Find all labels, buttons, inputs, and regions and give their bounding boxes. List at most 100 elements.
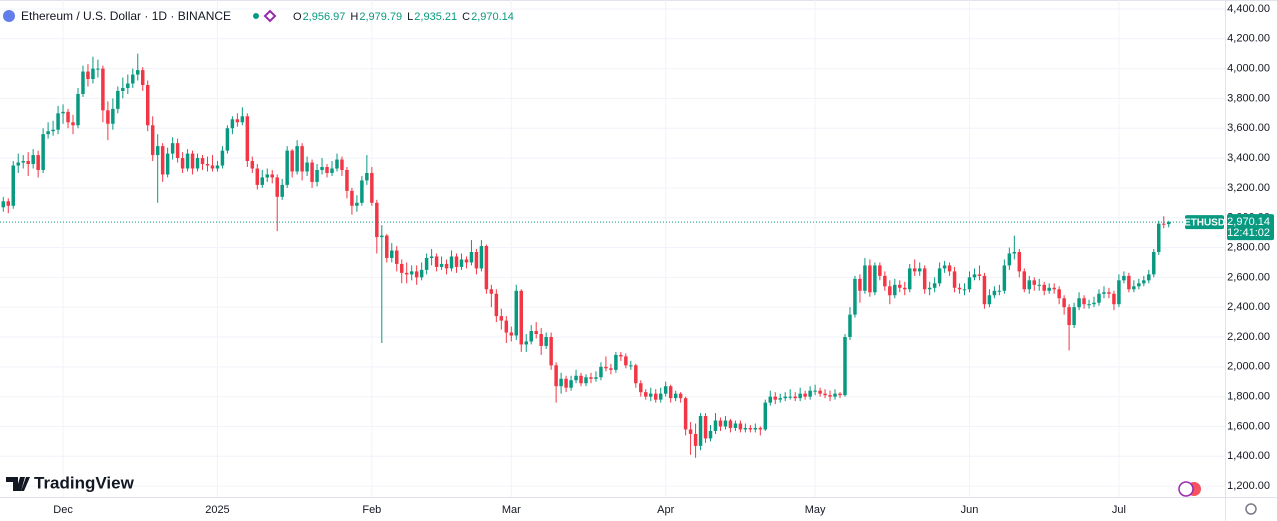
candle-body bbox=[145, 84, 150, 126]
candle-body bbox=[86, 71, 90, 80]
candle-body bbox=[698, 416, 703, 446]
candle-body bbox=[1037, 284, 1041, 286]
candle-body bbox=[549, 336, 553, 366]
candle-body bbox=[1166, 222, 1171, 225]
candle-body bbox=[240, 116, 245, 123]
candle-body bbox=[803, 393, 807, 397]
symbol-tag-box bbox=[1185, 215, 1224, 230]
candle-body bbox=[883, 275, 887, 287]
candle-body bbox=[997, 290, 1002, 292]
candle-body bbox=[494, 293, 499, 317]
candle-body bbox=[1012, 252, 1017, 254]
legend-value: 2,970.14 bbox=[471, 11, 514, 23]
candle-body bbox=[614, 354, 618, 370]
candle-body bbox=[793, 396, 797, 399]
candle-body bbox=[509, 332, 514, 336]
candle-body bbox=[653, 393, 658, 400]
candle-body bbox=[748, 427, 753, 430]
y-tick-label: 2,400.00 bbox=[1227, 301, 1270, 313]
candle-body bbox=[165, 153, 170, 175]
candle-body bbox=[1152, 252, 1156, 275]
candle-body bbox=[668, 386, 673, 399]
candle-body bbox=[66, 111, 70, 123]
candle-body bbox=[375, 202, 379, 238]
candle-body bbox=[280, 184, 284, 197]
candle-body bbox=[514, 290, 519, 336]
candle-body bbox=[170, 143, 175, 154]
candle-body bbox=[703, 416, 708, 439]
candle-body bbox=[868, 265, 872, 293]
candle-body bbox=[121, 87, 125, 91]
candle-body bbox=[763, 402, 768, 430]
candle-body bbox=[36, 155, 40, 170]
candle-body bbox=[898, 284, 902, 288]
candle-body bbox=[1062, 298, 1066, 308]
candle-body bbox=[325, 167, 329, 173]
y-tick-label: 2,800.00 bbox=[1227, 241, 1270, 253]
candle-body bbox=[459, 259, 464, 267]
candle-body bbox=[1, 201, 6, 208]
candle-body bbox=[126, 83, 130, 88]
candle-body bbox=[982, 275, 987, 305]
watermark: TradingView bbox=[6, 473, 135, 492]
legend-key: C bbox=[462, 11, 470, 23]
candle-body bbox=[738, 423, 743, 430]
candle-body bbox=[225, 128, 230, 151]
candle-body bbox=[474, 252, 479, 269]
header: Ethereum / U.S. Dollar · 1D · BINANCE bbox=[3, 9, 277, 23]
candle-body bbox=[310, 162, 314, 182]
candle-body bbox=[250, 161, 255, 169]
candle-body bbox=[484, 246, 489, 290]
candle-body bbox=[305, 162, 309, 172]
candle-body bbox=[534, 331, 538, 335]
candle-body bbox=[594, 377, 598, 379]
countdown: 12:41:02 bbox=[1227, 227, 1270, 239]
candle-body bbox=[728, 420, 733, 428]
candle-body bbox=[992, 290, 997, 296]
candle-body bbox=[504, 320, 509, 333]
candle-body bbox=[429, 256, 434, 258]
candle-body bbox=[932, 283, 937, 288]
candle-body bbox=[1112, 293, 1116, 305]
candle-body bbox=[449, 256, 454, 269]
candle-body bbox=[150, 125, 155, 156]
candle-body bbox=[116, 90, 120, 109]
candle-body bbox=[220, 150, 225, 166]
legend-value: 2,935.21 bbox=[414, 11, 457, 23]
candle-body bbox=[419, 269, 424, 278]
indicator-icon[interactable] bbox=[263, 9, 277, 23]
candle-body bbox=[454, 256, 459, 267]
candle-body bbox=[813, 390, 817, 392]
candle-body bbox=[136, 70, 140, 75]
candle-body bbox=[31, 155, 35, 165]
bottom-icons bbox=[1178, 481, 1257, 515]
candle-body bbox=[11, 165, 15, 206]
candle-body bbox=[489, 289, 494, 294]
candle-body bbox=[539, 334, 543, 346]
candle-body bbox=[51, 129, 55, 132]
candle-body bbox=[155, 146, 160, 156]
candle-body bbox=[544, 336, 548, 346]
candle-body bbox=[917, 268, 922, 272]
candle-body bbox=[1032, 280, 1036, 285]
candle-body bbox=[101, 68, 105, 111]
x-tick-label: Jul bbox=[1112, 504, 1126, 516]
candle-body bbox=[390, 250, 394, 258]
candle-body bbox=[260, 177, 265, 185]
candle-body bbox=[634, 365, 638, 384]
candle-body bbox=[370, 172, 374, 203]
candle-body bbox=[947, 265, 952, 272]
candle-body bbox=[210, 165, 215, 169]
symbol-title[interactable]: Ethereum / U.S. Dollar · 1D · BINANCE bbox=[21, 9, 231, 23]
event-icon[interactable] bbox=[1178, 481, 1194, 497]
candle-body bbox=[76, 93, 80, 126]
candle-body bbox=[843, 336, 847, 396]
candle-body bbox=[713, 420, 718, 431]
candle-body bbox=[922, 268, 927, 290]
settings-icon[interactable] bbox=[1245, 503, 1257, 515]
candle-body bbox=[1047, 287, 1051, 291]
candle-body bbox=[937, 268, 942, 284]
x-tick-label: Jun bbox=[961, 504, 979, 516]
symbol-tag: ETHUSD bbox=[1184, 217, 1225, 228]
candle-body bbox=[200, 158, 205, 165]
